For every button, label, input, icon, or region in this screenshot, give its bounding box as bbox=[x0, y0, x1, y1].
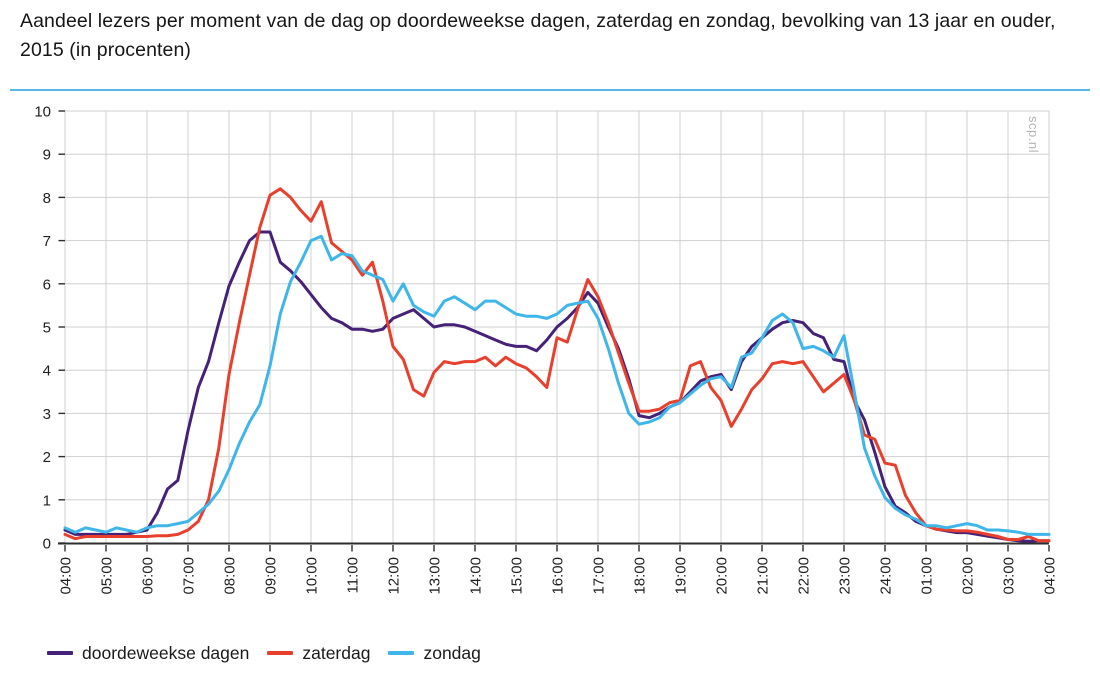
x-tick-label: 22:00 bbox=[796, 557, 813, 595]
x-tick-label: 10:00 bbox=[304, 557, 321, 595]
x-tick-label: 17:00 bbox=[591, 557, 608, 595]
legend-item-doordeweekse-dagen: doordeweekse dagen bbox=[47, 643, 249, 664]
legend-swatch-blue bbox=[388, 651, 415, 655]
x-tick-label: 04:00 bbox=[58, 557, 75, 595]
x-tick-label: 07:00 bbox=[181, 557, 198, 595]
y-tick-label: 6 bbox=[43, 276, 51, 293]
legend-label: zaterdag bbox=[302, 642, 371, 663]
x-tick-label: 16:00 bbox=[550, 557, 567, 595]
x-tick-label: 23:00 bbox=[837, 557, 854, 595]
series-line-zaterdag bbox=[63, 187, 1051, 543]
x-tick-label: 11:00 bbox=[345, 557, 362, 593]
x-tick-label: 09:00 bbox=[263, 557, 280, 595]
x-tick-label: 02:00 bbox=[960, 557, 977, 595]
y-tick-label: 4 bbox=[43, 363, 51, 380]
y-tick-label: 1 bbox=[43, 492, 51, 509]
x-tick-label: 19:00 bbox=[673, 557, 690, 595]
x-tick-label: 06:00 bbox=[140, 557, 157, 595]
y-tick-label: 9 bbox=[43, 147, 51, 164]
x-tick-label: 24:00 bbox=[878, 557, 895, 595]
x-tick-label: 01:00 bbox=[919, 557, 936, 595]
title-divider bbox=[10, 89, 1090, 91]
legend: doordeweekse dagen zaterdag zondag bbox=[47, 641, 499, 665]
legend-label: doordeweekse dagen bbox=[82, 642, 250, 663]
legend-swatch-red bbox=[267, 651, 294, 655]
y-tick-label: 5 bbox=[43, 320, 51, 337]
y-tick-label: 3 bbox=[43, 406, 51, 423]
x-tick-label: 18:00 bbox=[632, 557, 649, 595]
x-tick-label: 20:00 bbox=[714, 557, 731, 595]
x-tick-label: 12:00 bbox=[386, 557, 403, 595]
legend-item-zaterdag: zaterdag bbox=[267, 643, 370, 664]
x-tick-label: 21:00 bbox=[755, 557, 772, 595]
legend-item-zondag: zondag bbox=[388, 642, 481, 664]
x-tick-label: 13:00 bbox=[427, 557, 444, 595]
x-tick-label: 03:00 bbox=[1001, 557, 1018, 595]
x-tick-label: 05:00 bbox=[99, 557, 116, 595]
x-tick-label: 08:00 bbox=[222, 557, 239, 595]
y-tick-label: 10 bbox=[34, 104, 51, 121]
legend-swatch-purple bbox=[47, 651, 73, 655]
page-title: Aandeel lezers per moment van de dag op … bbox=[20, 10, 1056, 61]
legend-label: zondag bbox=[423, 642, 481, 663]
x-tick-label: 04:00 bbox=[1042, 557, 1059, 595]
x-tick-label: 14:00 bbox=[468, 557, 485, 595]
y-tick-label: 2 bbox=[43, 449, 51, 466]
series-line-doordeweekse-dagen bbox=[63, 230, 1051, 543]
y-tick-label: 7 bbox=[43, 233, 51, 250]
watermark: scp.nl bbox=[1026, 116, 1041, 153]
x-tick-label: 15:00 bbox=[509, 557, 526, 595]
series-line-zondag bbox=[63, 234, 1051, 536]
y-tick-label: 0 bbox=[43, 536, 51, 553]
y-tick-label: 8 bbox=[43, 190, 51, 207]
